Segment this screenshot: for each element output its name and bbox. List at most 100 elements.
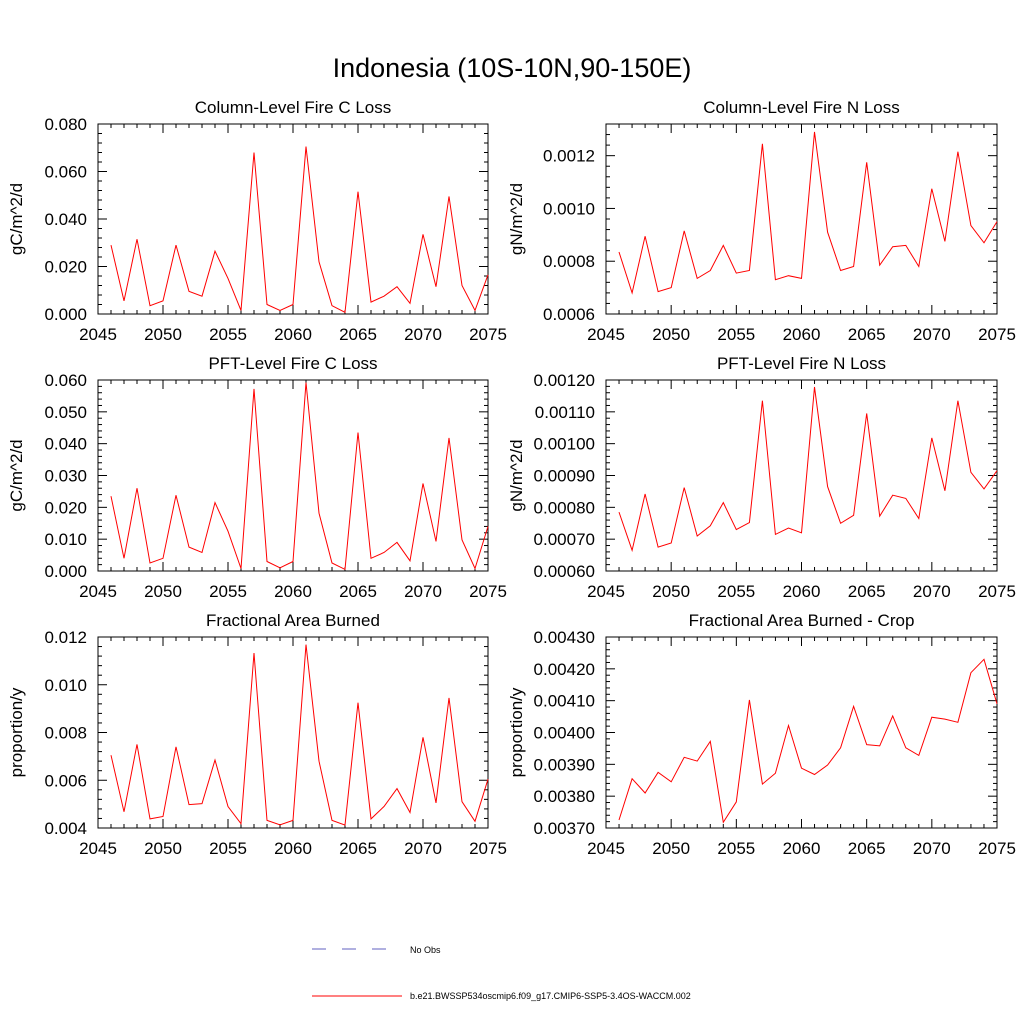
data-point — [422, 233, 424, 235]
y-axis-label: gC/m^2/d — [7, 183, 26, 255]
data-point — [253, 388, 255, 390]
data-point — [461, 801, 463, 803]
x-tick-label: 2045 — [79, 839, 117, 858]
data-point — [331, 304, 333, 306]
panel-title: PFT-Level Fire C Loss — [208, 354, 377, 373]
data-point — [839, 747, 841, 749]
data-point — [110, 244, 112, 246]
data-point — [175, 244, 177, 246]
x-tick-label: 2075 — [978, 839, 1016, 858]
data-point — [670, 542, 672, 544]
data-point — [227, 805, 229, 807]
y-tick-label: 0.004 — [44, 819, 87, 838]
data-point — [892, 715, 894, 717]
data-point — [618, 511, 620, 513]
data-point — [175, 746, 177, 748]
x-tick-label: 2070 — [913, 325, 951, 344]
data-point — [892, 494, 894, 496]
data-point — [448, 697, 450, 699]
y-tick-label: 0.00370 — [534, 819, 595, 838]
data-point — [800, 277, 802, 279]
data-point — [175, 494, 177, 496]
data-point — [461, 284, 463, 286]
data-point — [774, 772, 776, 774]
data-point — [357, 431, 359, 433]
x-tick-label: 2075 — [469, 582, 507, 601]
data-point — [905, 747, 907, 749]
x-tick-label: 2060 — [274, 325, 312, 344]
y-tick-label: 0.060 — [44, 163, 87, 182]
data-point — [761, 399, 763, 401]
data-point — [865, 412, 867, 414]
x-tick-label: 2055 — [717, 582, 755, 601]
data-point — [800, 532, 802, 534]
y-tick-label: 0.0010 — [543, 199, 595, 218]
x-tick-label: 2050 — [652, 582, 690, 601]
data-point — [123, 811, 125, 813]
legend-no-obs-label: No Obs — [410, 945, 441, 955]
data-point — [996, 470, 998, 472]
data-point — [918, 754, 920, 756]
data-point — [970, 671, 972, 673]
x-tick-label: 2055 — [209, 325, 247, 344]
data-point — [631, 777, 633, 779]
data-point — [461, 539, 463, 541]
y-axis-label: gC/m^2/d — [7, 439, 26, 511]
x-tick-label: 2070 — [404, 839, 442, 858]
data-point — [344, 824, 346, 826]
x-tick-label: 2075 — [978, 325, 1016, 344]
x-tick-label: 2075 — [469, 325, 507, 344]
data-point — [879, 264, 881, 266]
data-point — [422, 736, 424, 738]
x-tick-label: 2075 — [469, 839, 507, 858]
series-line — [618, 658, 998, 824]
y-tick-label: 0.080 — [44, 115, 87, 134]
data-point — [683, 486, 685, 488]
data-point — [852, 265, 854, 267]
data-point — [383, 805, 385, 807]
x-tick-label: 2065 — [339, 582, 377, 601]
x-tick-label: 2060 — [274, 582, 312, 601]
data-point — [813, 386, 815, 388]
plot-frame — [605, 379, 998, 572]
data-point — [396, 285, 398, 287]
y-tick-label: 0.00380 — [534, 787, 595, 806]
data-point — [188, 803, 190, 805]
data-point — [383, 551, 385, 553]
data-point — [149, 562, 151, 564]
data-point — [722, 244, 724, 246]
data-point — [631, 549, 633, 551]
data-point — [709, 740, 711, 742]
data-point — [852, 514, 854, 516]
data-point — [435, 802, 437, 804]
plot-frame — [97, 123, 489, 315]
data-point — [279, 309, 281, 311]
data-point — [670, 781, 672, 783]
data-point — [487, 778, 489, 780]
data-point — [865, 161, 867, 163]
data-point — [905, 497, 907, 499]
data-point — [944, 240, 946, 242]
data-point — [188, 290, 190, 292]
data-point — [931, 437, 933, 439]
series-line — [110, 146, 489, 314]
data-point — [240, 309, 242, 311]
data-point — [852, 705, 854, 707]
y-axis-label: gN/m^2/d — [507, 183, 526, 255]
data-point — [292, 303, 294, 305]
panel-area-burned: 2045 2050 2055 2060 2065 2070 2075 0.004 0.006 0.… — [7, 611, 507, 858]
data-point — [879, 515, 881, 517]
y-tick-label: 0.00120 — [534, 371, 595, 390]
data-point — [136, 743, 138, 745]
data-point — [918, 265, 920, 267]
data-point — [292, 560, 294, 562]
y-tick-label: 0.020 — [44, 258, 87, 277]
y-tick-label: 0.00110 — [535, 403, 595, 422]
data-point — [188, 546, 190, 548]
y-tick-label: 0.0012 — [543, 147, 595, 166]
y-tick-label: 0.006 — [44, 771, 87, 790]
plot-frame — [97, 379, 489, 572]
panel-title: Fractional Area Burned - Crop — [689, 611, 915, 630]
data-point — [396, 787, 398, 789]
